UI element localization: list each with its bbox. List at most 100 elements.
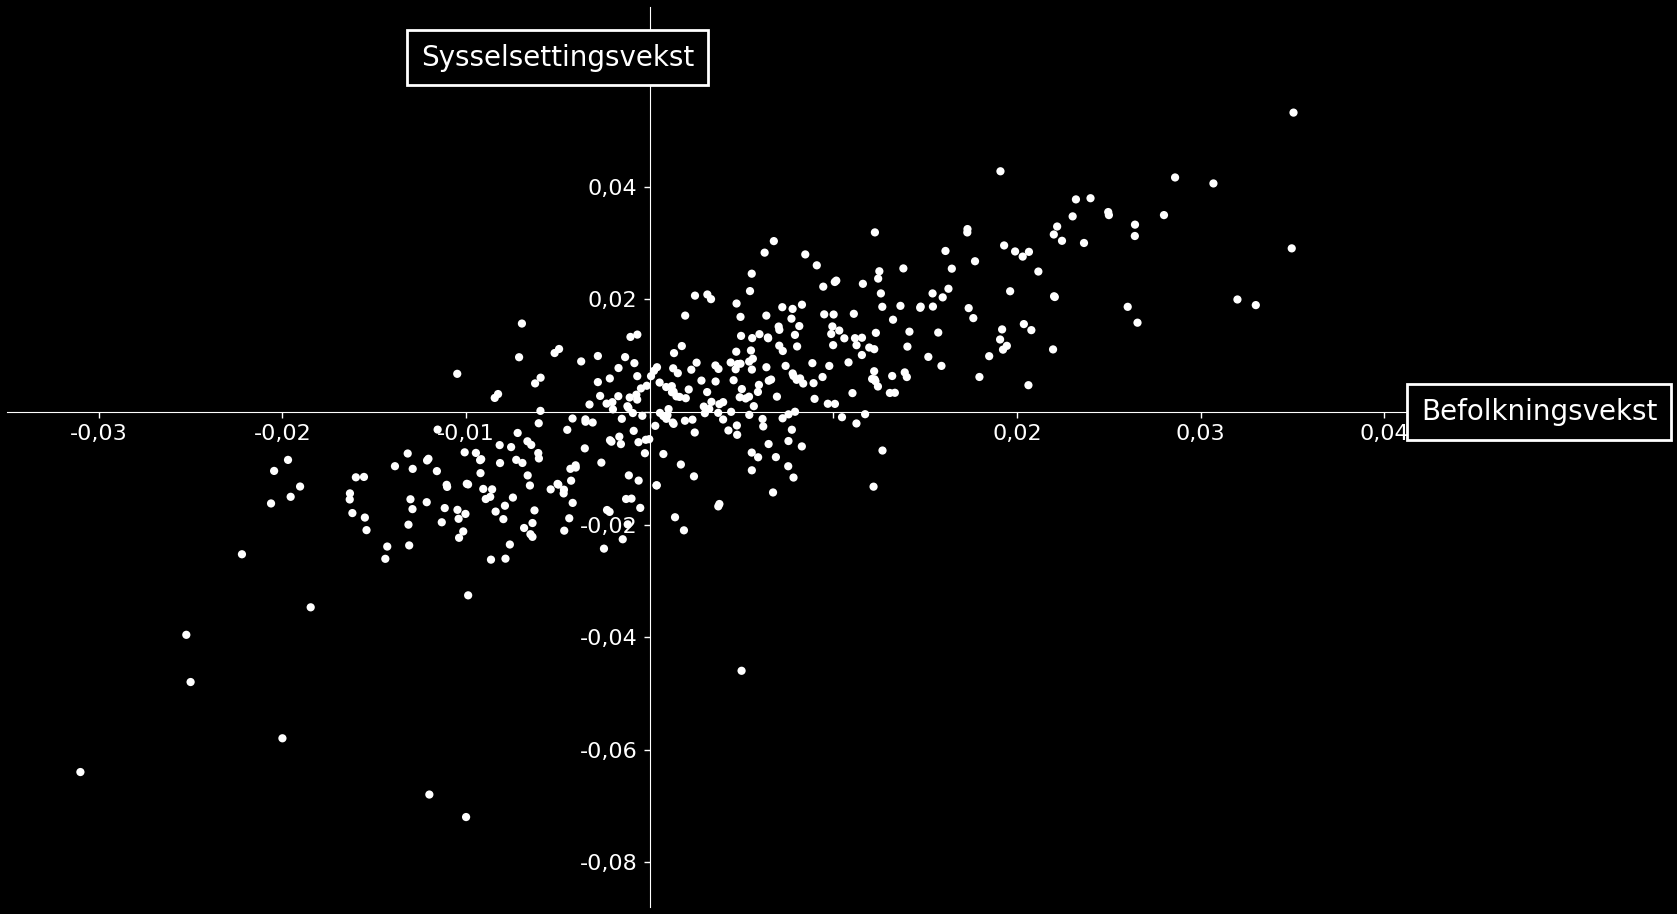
Point bbox=[511, 521, 538, 536]
Point bbox=[428, 515, 454, 529]
Point bbox=[520, 529, 547, 544]
Point bbox=[662, 389, 689, 404]
Point bbox=[751, 245, 778, 260]
Point bbox=[414, 453, 441, 468]
Point bbox=[810, 280, 837, 294]
Point bbox=[444, 367, 471, 381]
Point bbox=[869, 443, 896, 458]
Point bbox=[703, 358, 729, 373]
Point bbox=[397, 492, 424, 506]
Point bbox=[746, 377, 773, 392]
Point bbox=[745, 385, 771, 399]
Point bbox=[850, 277, 877, 292]
Point bbox=[1162, 170, 1189, 185]
Point bbox=[413, 494, 439, 509]
Point bbox=[787, 319, 813, 334]
Point bbox=[515, 468, 542, 483]
Point bbox=[865, 379, 892, 394]
Point bbox=[641, 364, 667, 378]
Point bbox=[350, 470, 377, 484]
Point bbox=[820, 307, 847, 322]
Point bbox=[956, 301, 983, 315]
Point bbox=[704, 499, 731, 514]
Point bbox=[525, 416, 552, 430]
Point bbox=[989, 322, 1016, 336]
Point bbox=[877, 386, 904, 400]
Point bbox=[736, 408, 763, 422]
Point bbox=[503, 452, 530, 467]
Point bbox=[463, 446, 490, 461]
Point bbox=[770, 411, 797, 426]
Point bbox=[790, 377, 817, 391]
Point bbox=[706, 397, 733, 411]
Point bbox=[738, 343, 765, 357]
Point bbox=[728, 329, 755, 344]
Point bbox=[453, 506, 480, 521]
Point bbox=[1063, 192, 1090, 207]
Point bbox=[966, 369, 993, 384]
Point bbox=[728, 356, 755, 371]
Point bbox=[723, 418, 750, 432]
Point bbox=[696, 401, 723, 416]
Point bbox=[822, 397, 849, 411]
Point bbox=[258, 496, 285, 511]
Point bbox=[787, 371, 813, 386]
Point bbox=[669, 339, 696, 354]
Point bbox=[612, 350, 639, 365]
Point bbox=[760, 234, 787, 249]
Point bbox=[936, 282, 963, 296]
Point bbox=[780, 470, 807, 484]
Point bbox=[760, 485, 787, 500]
Point bbox=[545, 477, 572, 492]
Point bbox=[842, 331, 869, 345]
Point bbox=[1122, 218, 1149, 232]
Point bbox=[498, 440, 525, 454]
Point bbox=[810, 307, 837, 322]
Point bbox=[718, 356, 745, 370]
Point bbox=[728, 310, 755, 324]
Point bbox=[1150, 207, 1177, 222]
Point bbox=[916, 349, 942, 364]
Point bbox=[525, 446, 552, 461]
Point bbox=[500, 490, 527, 505]
Point bbox=[775, 407, 802, 421]
Point bbox=[844, 338, 870, 353]
Point bbox=[882, 386, 909, 400]
Point bbox=[642, 419, 669, 433]
Point bbox=[468, 466, 495, 481]
Point bbox=[451, 445, 478, 460]
Point bbox=[840, 306, 867, 321]
Point bbox=[553, 422, 580, 437]
Point bbox=[543, 476, 570, 491]
Point bbox=[555, 511, 582, 526]
Point bbox=[1018, 323, 1045, 337]
Point bbox=[652, 379, 679, 394]
Point bbox=[822, 275, 849, 290]
Point bbox=[287, 479, 314, 494]
Point bbox=[659, 415, 686, 430]
Point bbox=[572, 412, 599, 427]
Point bbox=[651, 447, 678, 462]
Point bbox=[473, 492, 500, 506]
Point bbox=[483, 505, 510, 519]
Point bbox=[753, 308, 780, 323]
Point bbox=[1025, 264, 1051, 279]
Text: Sysselsettingsvekst: Sysselsettingsvekst bbox=[421, 44, 694, 71]
Point bbox=[454, 588, 481, 602]
Point bbox=[260, 463, 287, 478]
Point bbox=[703, 374, 729, 388]
Point bbox=[726, 390, 753, 405]
Point bbox=[374, 539, 401, 554]
Point bbox=[1043, 219, 1070, 234]
Point bbox=[587, 388, 614, 403]
Point bbox=[723, 345, 750, 359]
Point bbox=[738, 463, 765, 478]
Point bbox=[666, 389, 693, 404]
Point bbox=[781, 404, 808, 419]
Point bbox=[719, 373, 746, 388]
Point bbox=[867, 286, 894, 301]
Point bbox=[339, 505, 366, 520]
Point bbox=[550, 486, 577, 501]
Point bbox=[745, 450, 771, 464]
Point bbox=[491, 551, 518, 566]
